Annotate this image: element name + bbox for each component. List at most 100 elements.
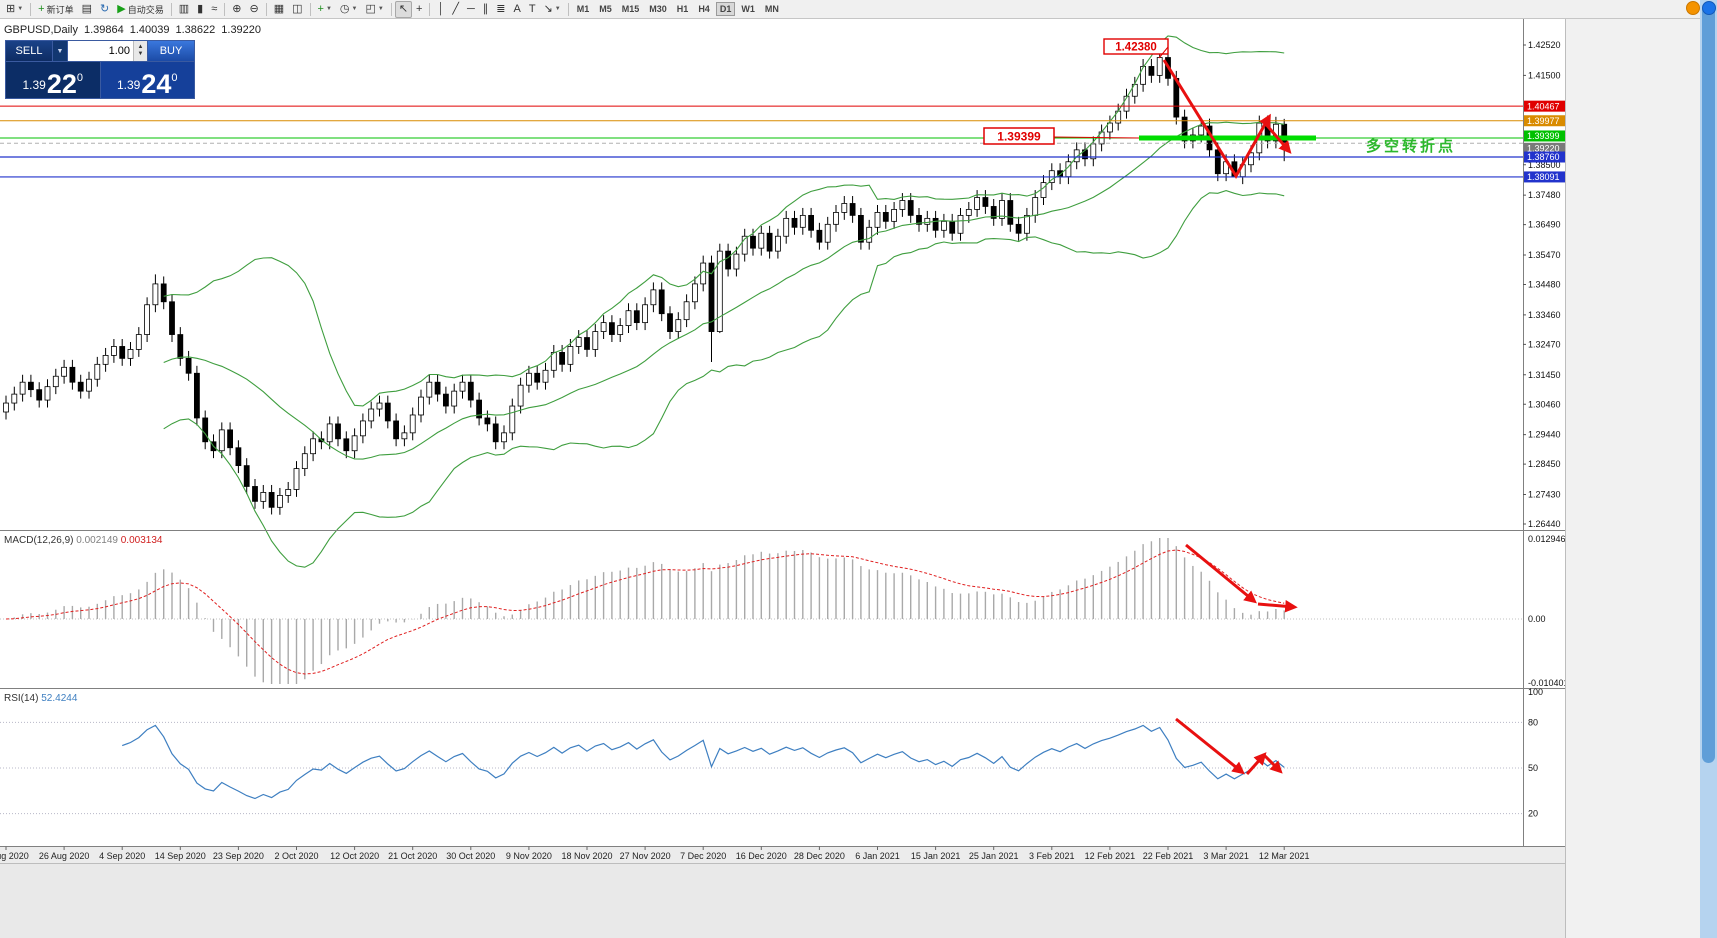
chart-window: 1.42520 1.41500 1.38500 1.37480 1.36490 1.354… (0, 18, 1565, 863)
svg-text:1.38760: 1.38760 (1527, 152, 1560, 162)
rs i-down-arrow[interactable] (1175, 717, 1245, 775)
sell-price-display[interactable]: 1.39 22 0 (6, 62, 100, 98)
svg-text:1.34480: 1.34480 (1528, 280, 1561, 290)
corner-badge-blue-icon[interactable] (1702, 1, 1716, 15)
vertical-line-tool-button[interactable]: │ (433, 1, 448, 18)
templates-button[interactable]: ◰ ▼ (361, 1, 387, 18)
zoom-in-button[interactable]: ⊕ (228, 1, 245, 18)
timeframe-w1-button[interactable]: W1 (741, 4, 755, 14)
zoom-in-icon: ⊕ (232, 2, 242, 15)
svg-text:1.32470: 1.32470 (1528, 339, 1561, 349)
sell-button[interactable]: SELL (6, 41, 53, 61)
timeframe-m1-button[interactable]: M1 (576, 4, 590, 14)
macd-down-arrow[interactable] (1185, 543, 1257, 604)
rsi-line (121, 724, 1285, 800)
buy-price-display[interactable]: 1.39 24 0 (99, 62, 194, 98)
corner-badge-orange-icon[interactable] (1686, 1, 1700, 15)
autotrading-button[interactable]: ▶ 自动交易 (113, 1, 167, 18)
indicators-button[interactable]: + ▼ (314, 1, 336, 18)
svg-text:0.00: 0.00 (1528, 614, 1546, 624)
equidistant-channel-tool-icon: ∥ (482, 2, 489, 15)
svg-text:1.26440: 1.26440 (1528, 519, 1561, 529)
arrows-tool-dropdown-icon[interactable]: ▼ (554, 6, 561, 12)
vertical-scrollbar[interactable] (1700, 0, 1717, 938)
bar-chart-type-icon: ▥ (178, 2, 190, 15)
zoom-out-button[interactable]: ⊖ (245, 1, 262, 18)
price-axis-ticks: 1.42520 1.41500 1.38500 1.37480 1.36490 1.354… (1523, 40, 1561, 529)
tile-windows-button[interactable]: ▦ (270, 1, 288, 18)
timeframe-m15-button[interactable]: M15 (621, 4, 640, 14)
text-label-tool-button[interactable]: T (525, 1, 540, 18)
timeframe-mn-button[interactable]: MN (764, 4, 779, 14)
svg-text:1.33460: 1.33460 (1528, 310, 1561, 320)
arrange-windows-icon: ◫ (292, 2, 303, 15)
svg-text:16 Dec 2020: 16 Dec 2020 (736, 851, 787, 861)
main-down-arrow[interactable] (1262, 121, 1292, 154)
price-label-1.40467: 1.40467 (1524, 100, 1565, 112)
chart-low: 1.38622 (175, 24, 216, 36)
macd-flat-arrow[interactable] (1257, 599, 1298, 613)
line-chart-type-icon: ≈ (211, 2, 218, 15)
toolbar-separator (265, 2, 267, 16)
annotations-group[interactable]: 1.42380 1.39399 多空转折点 (983, 38, 1456, 179)
fibonacci-tool-icon: ≣ (496, 2, 506, 15)
periods-button[interactable]: ◷ ▼ (336, 1, 362, 18)
new-chart-button[interactable]: ⊞ ▼ (2, 1, 27, 18)
fibonacci-tool-button[interactable]: ≣ (492, 1, 509, 18)
timeframe-h1-button[interactable]: H1 (676, 4, 689, 14)
right-filler-area (1565, 18, 1700, 938)
templates-dropdown-icon[interactable]: ▼ (377, 6, 384, 12)
toolbar-separator (30, 2, 32, 16)
price-chart-canvas[interactable]: 1.42520 1.41500 1.38500 1.37480 1.36490 1.354… (0, 18, 1565, 863)
indicators-dropdown-icon[interactable]: ▼ (325, 6, 332, 12)
timeframe-m30-button[interactable]: M30 (649, 4, 667, 14)
timeframe-h4-button[interactable]: H4 (698, 4, 710, 14)
sell-price-sup: 0 (76, 72, 84, 84)
trendline-tool-button[interactable]: ╱ (448, 1, 463, 18)
equidistant-channel-tool-button[interactable]: ∥ (479, 1, 493, 18)
horizontal-line-tool-icon: ─ (466, 2, 475, 15)
volume-dropdown-icon[interactable]: ▼ (53, 41, 68, 61)
macd-signal-line (5, 549, 1285, 675)
line-chart-type-button[interactable]: ≈ (207, 1, 221, 18)
scrollbar-thumb[interactable] (1702, 3, 1715, 763)
timeframe-m5-button[interactable]: M5 (599, 4, 612, 14)
step-down-icon[interactable]: ▼ (137, 51, 144, 57)
rsi-small-down-arrow[interactable] (1262, 753, 1283, 774)
new-order-button[interactable]: + 新订单 (34, 1, 77, 18)
note-text: 多空转折点 (1366, 137, 1456, 155)
autotrading-icon: ▶ (117, 2, 126, 15)
svg-text:1.41500: 1.41500 (1528, 70, 1561, 80)
volume-input[interactable]: 1.00 (68, 41, 133, 61)
text-tool-button[interactable]: A (509, 1, 524, 18)
new-chart-dropdown-icon[interactable]: ▼ (17, 6, 24, 12)
main-trend-arrow[interactable] (1162, 59, 1271, 179)
arrange-windows-button[interactable]: ◫ (288, 1, 306, 18)
timeframe-d1-button[interactable]: D1 (715, 2, 736, 16)
sell-price-prefix: 1.39 (22, 78, 46, 92)
candlestick-chart-type-button[interactable]: ▮ (193, 1, 207, 18)
horizontal-line-tool-button[interactable]: ─ (463, 1, 479, 18)
periods-dropdown-icon[interactable]: ▼ (351, 6, 358, 12)
svg-text:100: 100 (1528, 687, 1543, 697)
volume-stepper[interactable]: ▲ ▼ (133, 41, 147, 61)
new-order-icon: + (38, 2, 45, 15)
bar-chart-type-button[interactable]: ▥ (175, 1, 193, 18)
svg-text:1.39220: 1.39220 (1527, 144, 1560, 154)
cursor-tool-icon: ↖ (398, 2, 409, 15)
toolbar-separator (429, 2, 431, 16)
cursor-tool-button[interactable]: ↖ (394, 0, 413, 18)
svg-text:1.39399: 1.39399 (997, 130, 1041, 144)
svg-text:-0.010401: -0.010401 (1528, 678, 1565, 688)
crosshair-tool-icon: + (416, 2, 423, 15)
peak-price-label-box (1103, 38, 1169, 55)
arrows-tool-button[interactable]: ↘ ▼ (540, 1, 565, 18)
crosshair-tool-button[interactable]: + (412, 1, 426, 18)
step-up-icon[interactable]: ▲ (137, 44, 144, 51)
rsi-up-arrow[interactable] (1245, 752, 1267, 776)
buy-button[interactable]: BUY (147, 41, 194, 61)
market-watch-button[interactable]: ▤ (78, 1, 96, 18)
refresh-icon: ↻ (100, 2, 110, 15)
svg-text:27 Nov 2020: 27 Nov 2020 (620, 851, 671, 861)
refresh-button[interactable]: ↻ (96, 1, 113, 18)
